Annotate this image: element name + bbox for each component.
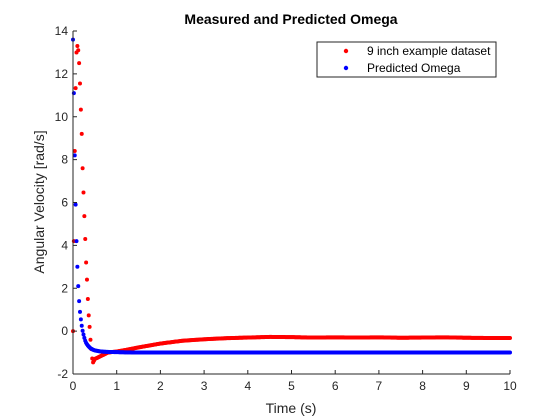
x-tick-label: 4 xyxy=(244,379,251,393)
data-point xyxy=(75,264,80,269)
x-tick-label: 7 xyxy=(376,379,383,393)
y-tick-label: 12 xyxy=(55,67,69,81)
data-point xyxy=(87,324,92,329)
legend-label-predicted: Predicted Omega xyxy=(367,61,461,75)
data-point xyxy=(72,153,77,158)
data-point xyxy=(77,61,82,66)
x-tick-label: 1 xyxy=(113,379,120,393)
legend-marker-measured xyxy=(343,48,349,54)
x-tick-label: 10 xyxy=(503,379,517,393)
data-point xyxy=(78,107,83,112)
data-point xyxy=(84,260,89,265)
data-point xyxy=(76,284,81,289)
data-point xyxy=(81,332,86,337)
y-tick-label: 14 xyxy=(55,24,69,38)
x-tick-label: 0 xyxy=(70,379,77,393)
chart-title: Measured and Predicted Omega xyxy=(184,11,397,27)
data-layer xyxy=(71,37,512,365)
y-tick-label: 2 xyxy=(61,281,68,295)
legend-marker-predicted xyxy=(343,65,349,71)
x-tick-label: 8 xyxy=(419,379,426,393)
x-axis-label: Time (s) xyxy=(266,400,317,416)
data-point xyxy=(77,299,82,304)
data-point xyxy=(80,328,85,333)
data-point xyxy=(79,323,84,328)
data-point xyxy=(88,337,93,342)
data-point xyxy=(81,190,86,195)
y-tick-label: 0 xyxy=(61,324,68,338)
x-tick-label: 9 xyxy=(463,379,470,393)
series-predicted xyxy=(71,37,512,355)
y-tick-label: 10 xyxy=(55,110,69,124)
data-point xyxy=(73,202,78,207)
data-point xyxy=(71,91,76,96)
data-point xyxy=(508,350,512,355)
legend-label-measured: 9 inch example dataset xyxy=(367,44,491,58)
data-point xyxy=(77,309,82,314)
data-point xyxy=(77,81,82,86)
plot-area xyxy=(73,31,510,374)
data-point xyxy=(72,149,77,154)
data-point xyxy=(76,48,81,53)
y-tick-label: -2 xyxy=(57,367,68,381)
data-point xyxy=(85,296,90,301)
data-point xyxy=(86,313,91,318)
data-point xyxy=(75,44,80,49)
y-tick-label: 6 xyxy=(61,196,68,210)
x-tick-label: 2 xyxy=(157,379,164,393)
data-point xyxy=(83,236,88,241)
series-measured xyxy=(71,44,512,365)
data-point xyxy=(74,239,79,244)
x-tick-label: 3 xyxy=(201,379,208,393)
legend: 9 inch example dataset Predicted Omega xyxy=(316,41,497,78)
legend-box xyxy=(316,41,497,78)
data-point xyxy=(84,277,89,282)
data-point xyxy=(73,86,78,91)
data-point xyxy=(82,214,87,219)
data-point xyxy=(78,317,83,322)
y-axis-label: Angular Velocity [rad/s] xyxy=(31,130,47,273)
x-tick-label: 5 xyxy=(288,379,295,393)
y-tick-label: 4 xyxy=(61,238,68,252)
data-point xyxy=(79,131,84,136)
x-tick-label: 6 xyxy=(332,379,339,393)
data-point xyxy=(80,166,85,171)
y-tick-label: 8 xyxy=(61,153,68,167)
data-point xyxy=(508,335,512,340)
